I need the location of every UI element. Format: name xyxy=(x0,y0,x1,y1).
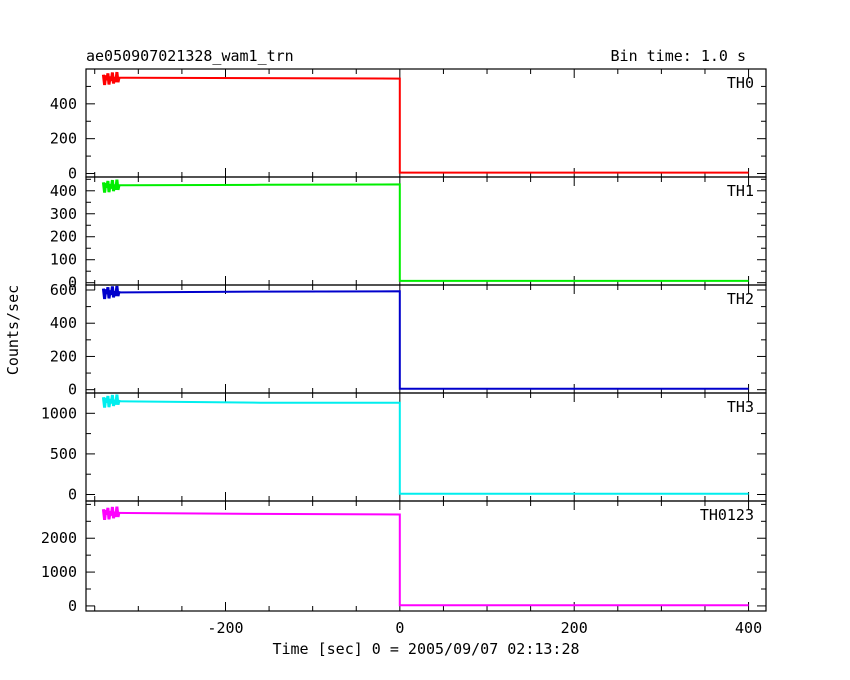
panel-label-th0: TH0 xyxy=(727,74,754,92)
y-tick-label: 400 xyxy=(50,182,77,200)
series-burst-th0 xyxy=(101,71,121,86)
y-tick-label: 600 xyxy=(50,281,77,299)
y-tick-label: 200 xyxy=(50,347,77,365)
y-tick-label: 0 xyxy=(68,381,77,399)
panel-frame xyxy=(85,176,767,286)
panel-label-th3: TH3 xyxy=(727,398,754,416)
x-tick-label: 0 xyxy=(395,619,404,637)
series-burst-th1 xyxy=(101,179,121,193)
y-tick-label: 0 xyxy=(68,486,77,504)
panels-group: 0 200 400 TH0 0 100 200 300 400 TH1 0 200 400 600 TH2 0… xyxy=(41,68,767,637)
y-tick-label: 0 xyxy=(68,597,77,615)
x-tick-label: 200 xyxy=(561,619,588,637)
y-tick-label: 500 xyxy=(50,445,77,463)
chart-title: ae050907021328_wam1_trn xyxy=(86,47,294,65)
y-tick-label: 1000 xyxy=(41,404,77,422)
y-axis-label: Counts/sec xyxy=(4,285,22,375)
series-burst-th3 xyxy=(101,394,121,408)
panel-frame xyxy=(85,68,767,178)
y-tick-label: 2000 xyxy=(41,529,77,547)
y-tick-label: 400 xyxy=(50,314,77,332)
bin-time-label: Bin time: 1.0 s xyxy=(611,47,746,65)
y-tick-label: 400 xyxy=(50,95,77,113)
panel-label-th2: TH2 xyxy=(727,290,754,308)
series-line-th3 xyxy=(103,400,749,495)
x-axis-label: Time [sec] 0 = 2005/09/07 02:13:28 xyxy=(272,640,579,658)
y-tick-label: 200 xyxy=(50,130,77,148)
y-tick-label: 300 xyxy=(50,205,77,223)
y-tick-label: 200 xyxy=(50,228,77,246)
x-tick-label: 400 xyxy=(735,619,762,637)
series-line-th2 xyxy=(103,290,749,390)
y-tick-label: 0 xyxy=(68,274,77,292)
x-tick-label: -200 xyxy=(207,619,243,637)
series-burst-th0123 xyxy=(101,506,121,520)
series-line-th0 xyxy=(103,76,749,174)
y-tick-label: 1000 xyxy=(41,563,77,581)
series-line-th1 xyxy=(103,183,749,282)
y-tick-label: 0 xyxy=(68,165,77,183)
panel-frame xyxy=(85,500,767,612)
series-burst-th2 xyxy=(101,285,121,300)
y-tick-label: 100 xyxy=(50,251,77,269)
panel-label-th1: TH1 xyxy=(727,182,754,200)
panel-frame xyxy=(85,392,767,502)
panel-label-th0123: TH0123 xyxy=(700,506,754,524)
series-line-th0123 xyxy=(103,511,749,607)
panel-frame xyxy=(85,284,767,394)
